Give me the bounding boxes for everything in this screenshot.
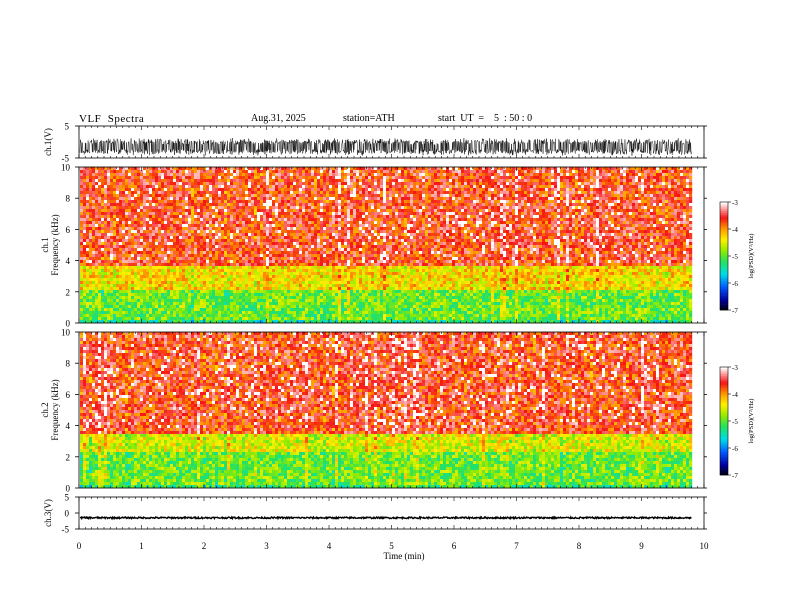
colorbar-tick-label-1-2: -5 (732, 253, 738, 261)
colorbar-tick-label-1-3: -6 (732, 280, 738, 288)
x-tick-label-8: 8 (577, 541, 582, 551)
x-tick-label-9: 9 (639, 541, 644, 551)
y-axis-label-1: ch.1(V) (43, 128, 53, 156)
x-axis-label: Time (min) (384, 551, 425, 561)
freq-axis-label-2-0: ch.2 (40, 402, 50, 417)
y-tick-label-1-1: -5 (62, 154, 70, 164)
freq-tick-label-1-4: 8 (66, 194, 71, 204)
freq-tick-label-1-3: 6 (66, 225, 71, 235)
spectrogram-cells-2 (80, 332, 693, 489)
colorbar-label-2: log(PSD)(V²/Hz) (748, 399, 755, 444)
colorbar-tick-label-2-2: -5 (732, 418, 738, 426)
freq-tick-label-2-5: 10 (61, 328, 71, 338)
x-tick-label-10: 10 (700, 541, 710, 551)
x-tick-label-7: 7 (514, 541, 519, 551)
spectrogram-cells-1 (80, 167, 693, 324)
x-tick-label-3: 3 (264, 541, 269, 551)
freq-tick-label-2-2: 4 (66, 421, 71, 431)
x-tick-label-6: 6 (452, 541, 457, 551)
x-tick-label-0: 0 (77, 541, 82, 551)
colorbar-2 (720, 367, 728, 476)
waveform-frame-1 (78, 125, 705, 159)
y-tick-label-3-2: -5 (62, 525, 70, 535)
station-label: station=ATH (343, 113, 395, 124)
freq-tick-label-1-2: 4 (66, 256, 71, 266)
x-tick-label-1: 1 (139, 541, 144, 551)
colorbar-tick-label-2-3: -6 (732, 445, 738, 453)
colorbar-tick-label-1-0: -3 (732, 199, 738, 207)
x-tick-label-2: 2 (202, 541, 207, 551)
colorbar-1 (720, 202, 728, 311)
colorbar-tick-label-2-1: -4 (732, 391, 738, 399)
x-tick-label-5: 5 (389, 541, 394, 551)
start-time-label: start UT = 5 : 50 : 0 (438, 113, 532, 124)
freq-axis-label-2-1: Frequency (kHz) (50, 379, 60, 440)
y-tick-label-3-0: 5 (65, 493, 70, 503)
waveform-line-1 (79, 138, 692, 156)
colorbar-tick-label-1-1: -4 (732, 226, 738, 234)
freq-axis-label-1-1: Frequency (kHz) (50, 214, 60, 275)
y-axis-label-3: ch.3(V) (43, 499, 53, 527)
waveform-frame-3 (78, 496, 705, 530)
freq-tick-label-1-5: 10 (61, 163, 71, 173)
freq-tick-label-2-4: 8 (66, 359, 71, 369)
colorbar-label-1: log(PSD)(V²/Hz) (748, 234, 755, 279)
colorbar-tick-label-1-4: -7 (732, 307, 738, 315)
colorbar-tick-label-2-4: -7 (732, 472, 738, 480)
freq-axis-label-1-0: ch.1 (40, 237, 50, 252)
freq-tick-label-1-1: 2 (66, 287, 71, 297)
freq-tick-label-2-3: 6 (66, 390, 71, 400)
date-label: Aug.31, 2025 (251, 113, 306, 124)
y-tick-label-1-0: 5 (65, 122, 70, 132)
chart-title: VLF Spectra (79, 113, 144, 125)
freq-tick-label-1-0: 0 (66, 319, 71, 329)
colorbar-tick-label-2-0: -3 (732, 364, 738, 372)
y-tick-label-3-1: 0 (65, 509, 70, 519)
x-tick-label-4: 4 (327, 541, 332, 551)
waveform-line-3 (79, 515, 692, 521)
freq-tick-label-2-0: 0 (66, 484, 71, 494)
freq-tick-label-2-1: 2 (66, 452, 71, 462)
